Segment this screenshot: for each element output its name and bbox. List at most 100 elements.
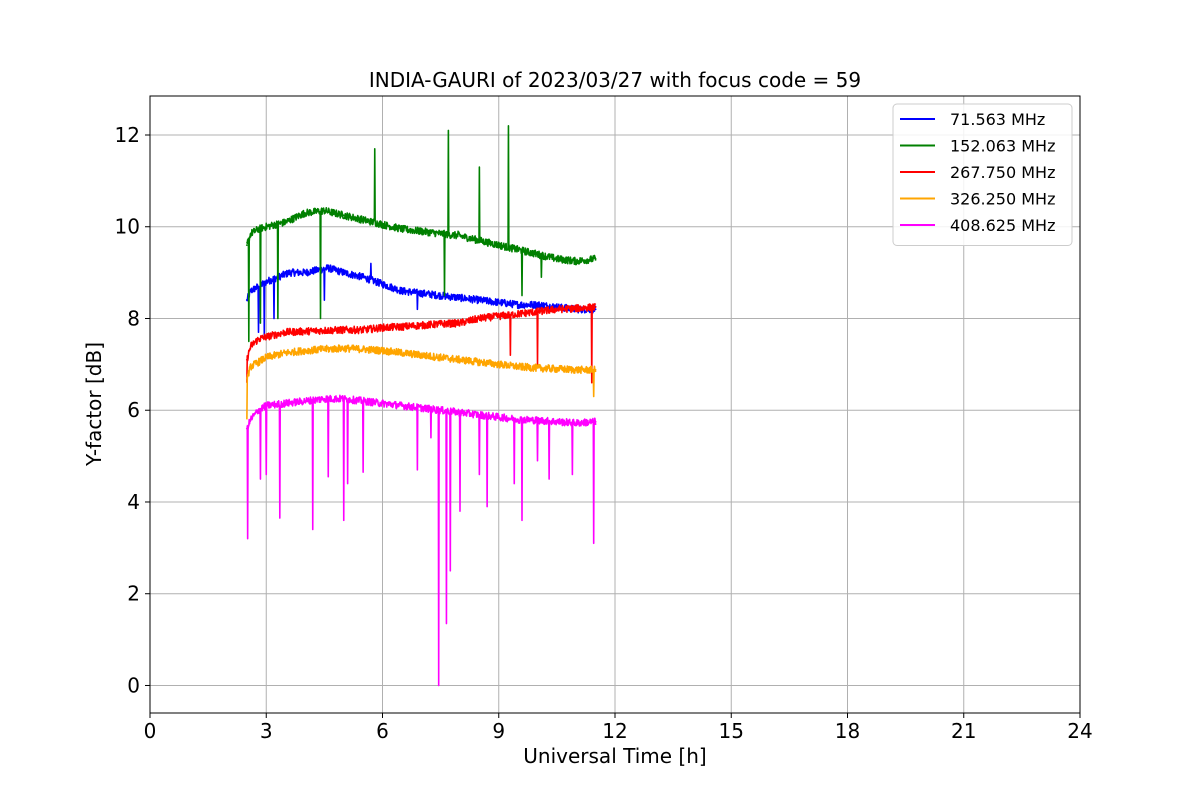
y-tick-label: 6 [127,398,140,422]
y-tick-label: 12 [115,123,140,147]
data-point [362,400,365,402]
data-point [284,331,287,334]
series-line [246,394,597,687]
legend-label: 267.750 MHz [950,163,1055,182]
data-point [381,349,384,352]
x-tick-label: 9 [492,719,505,743]
data-point [555,420,558,423]
series-2 [245,125,597,343]
data-point [439,323,442,325]
data-point [342,397,345,400]
chart-title: INDIA-GAURI of 2023/03/27 with focus cod… [369,68,861,92]
data-point [517,248,520,251]
data-point [265,404,268,407]
data-point [497,363,500,366]
data-point [265,225,268,228]
data-point [323,348,326,351]
x-tick-label: 15 [719,719,744,743]
data-point [575,368,578,371]
data-point [420,230,423,233]
data-point [245,244,248,246]
data-point [249,290,252,292]
data-point [288,271,291,274]
data-point [304,212,306,214]
data-point [420,407,423,409]
data-point [245,377,248,380]
data-point [517,303,520,306]
data-point [575,422,578,424]
data-point [536,367,539,369]
data-point [362,348,365,351]
data-point [284,351,287,354]
data-point [594,420,597,423]
data-point [249,418,252,421]
data-point [284,402,287,405]
data-point [257,338,260,341]
data-point [536,419,539,422]
data-point [400,351,403,354]
data-point [284,221,287,224]
series-5 [245,394,597,687]
data-point [594,308,597,311]
data-point [478,361,481,363]
data-point [575,260,578,263]
x-tick-label: 18 [835,719,860,743]
y-tick-label: 2 [127,582,140,606]
data-point [362,218,365,221]
data-point [478,413,481,416]
plot-series [245,125,597,687]
series-1 [245,262,597,338]
x-tick-label: 0 [144,719,157,743]
data-point [478,299,481,302]
data-point [497,315,500,318]
data-point [362,329,365,331]
series-4 [245,344,597,420]
x-tick-label: 6 [376,719,389,743]
data-point [517,365,520,368]
data-point [249,365,252,368]
data-point [400,228,403,230]
y-tick-label: 10 [115,215,140,239]
data-point [594,257,597,260]
data-point [594,368,597,371]
data-point [342,329,345,331]
x-tick-label: 21 [951,719,976,743]
x-tick-label: 12 [602,719,627,743]
data-point [257,409,260,412]
data-point [257,285,260,288]
data-point [304,349,306,352]
data-point [265,356,268,359]
data-point [459,322,461,324]
data-point [265,280,268,283]
data-point [497,416,500,419]
data-point [323,397,326,400]
data-point [257,228,260,230]
legend: 71.563 MHz 152.063 MHz 267.750 MHz 326.250 … [892,103,1073,246]
data-point [439,294,442,297]
data-point [381,283,384,285]
x-tick-label: 24 [1067,719,1092,743]
legend-label: 71.563 MHz [950,110,1045,129]
legend-label: 408.625 MHz [950,216,1055,235]
data-point [555,308,558,311]
data-point [420,354,423,357]
data-point [249,232,252,235]
data-point [304,330,306,333]
data-point [439,409,442,412]
data-point [459,411,461,414]
legend-label: 152.063 MHz [950,137,1055,156]
data-point [400,404,403,407]
data-point [362,276,365,279]
series-3 [245,303,597,384]
legend-box [892,103,1073,246]
data-point [342,347,345,350]
data-point [245,427,248,430]
y-tick-label: 4 [127,490,140,514]
series-line [246,303,597,384]
data-point [249,345,252,347]
data-point [323,329,326,332]
data-point [323,209,326,212]
data-point [555,368,558,370]
